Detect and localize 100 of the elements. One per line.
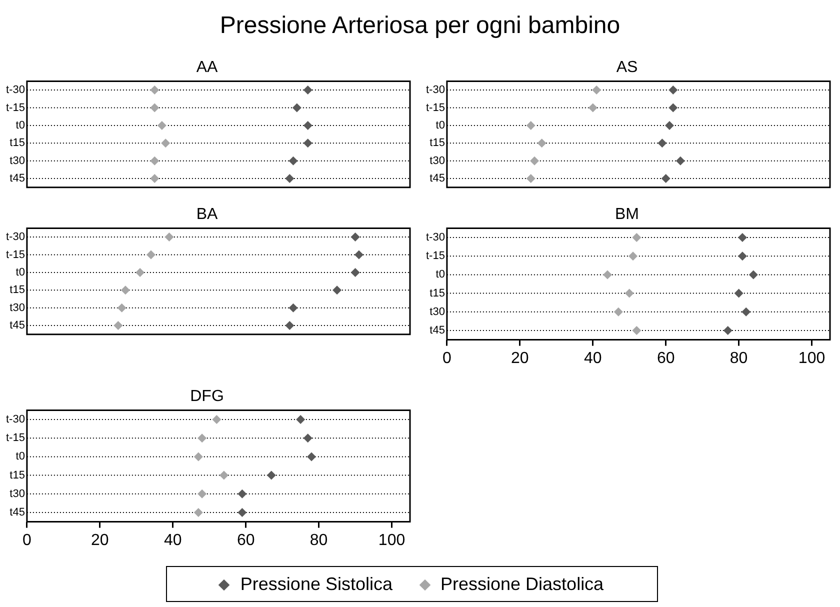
x-tick-label: 0 [22, 532, 32, 549]
y-tick-label: t15 [430, 137, 445, 150]
x-tick-label: 100 [798, 350, 826, 367]
point [742, 307, 751, 316]
point [588, 103, 598, 112]
point [350, 232, 360, 242]
x-tick-label: 80 [310, 532, 328, 549]
y-tick-label: t-30 [6, 231, 25, 244]
y-tick-label: t-30 [426, 232, 445, 244]
point [150, 156, 160, 166]
y-tick-label: t-30 [426, 84, 445, 96]
point [288, 156, 298, 166]
point [303, 434, 312, 443]
point [157, 120, 166, 130]
point [748, 270, 758, 280]
point [292, 103, 302, 112]
y-tick-label: t-15 [426, 250, 445, 262]
point [614, 307, 623, 316]
point [212, 415, 222, 424]
point [738, 233, 747, 242]
y-tick-label: t-15 [6, 432, 25, 444]
point [198, 434, 207, 443]
point [194, 508, 203, 517]
y-tick-label: t-15 [426, 102, 445, 114]
x-tick-label: 20 [91, 532, 109, 549]
y-tick-label: t45 [10, 172, 25, 185]
point [668, 103, 678, 112]
point [530, 156, 540, 166]
point [537, 138, 546, 148]
x-tick-label: 40 [164, 532, 182, 549]
x-tick-label: 60 [656, 350, 675, 367]
y-tick-label: t0 [436, 119, 445, 132]
y-tick-label: t30 [430, 306, 445, 318]
y-tick-label: t30 [430, 154, 445, 167]
x-tick-label: 100 [378, 532, 406, 549]
y-tick-label: t45 [10, 320, 25, 332]
point [723, 326, 732, 335]
y-tick-label: t0 [16, 266, 25, 278]
y-tick-label: t0 [436, 268, 445, 281]
point [161, 138, 170, 148]
point [150, 103, 160, 112]
y-tick-label: t45 [10, 506, 25, 519]
point [238, 489, 247, 498]
point [526, 174, 536, 184]
point [632, 326, 642, 335]
point [676, 156, 685, 166]
point [238, 508, 247, 517]
point [285, 174, 294, 184]
chart-title: DFG [190, 388, 224, 406]
point [117, 303, 126, 312]
point [194, 452, 203, 462]
y-tick-label: t0 [16, 450, 25, 463]
point [658, 138, 667, 148]
point [734, 288, 744, 298]
point [303, 120, 312, 130]
y-tick-label: t30 [10, 488, 25, 500]
point [114, 321, 123, 330]
point [307, 452, 316, 462]
legend-label: Pressione Diastolica [440, 574, 604, 594]
point [198, 489, 207, 498]
point [303, 138, 312, 148]
point [120, 286, 130, 295]
point [136, 268, 145, 277]
point [624, 288, 634, 298]
y-tick-label: t15 [10, 284, 25, 296]
y-tick-label: t45 [430, 324, 445, 337]
point [668, 86, 678, 95]
point [526, 120, 536, 130]
point [266, 470, 276, 480]
point [150, 174, 160, 184]
point [350, 268, 360, 277]
x-tick-label: 60 [236, 532, 255, 549]
point [285, 321, 294, 330]
y-tick-label: t-15 [6, 248, 25, 261]
point [303, 86, 312, 95]
point [150, 86, 160, 95]
chart-title: BA [196, 206, 218, 224]
point [628, 252, 638, 261]
x-tick-label: 80 [730, 350, 748, 367]
y-tick-label: t15 [430, 287, 445, 300]
point [632, 233, 642, 242]
text: Pressione Arteriosa per ogni bambino [218, 12, 622, 40]
point [164, 232, 174, 242]
x-tick-label: 40 [584, 350, 602, 367]
y-tick-label: t15 [10, 137, 25, 150]
point [602, 270, 612, 280]
point [738, 252, 747, 261]
point [288, 303, 298, 312]
y-tick-label: t30 [10, 154, 25, 167]
point [296, 415, 306, 424]
chart-title: AA [196, 59, 218, 76]
legend-label: Pressione Sistolica [239, 574, 392, 594]
point [354, 250, 364, 260]
x-tick-label: 20 [511, 350, 529, 367]
y-tick-label: t-15 [6, 102, 25, 114]
y-tick-label: t0 [16, 119, 25, 132]
point [146, 250, 156, 260]
chart-title: AS [616, 59, 638, 76]
y-tick-label: t45 [430, 172, 445, 185]
y-tick-label: t30 [10, 302, 25, 314]
